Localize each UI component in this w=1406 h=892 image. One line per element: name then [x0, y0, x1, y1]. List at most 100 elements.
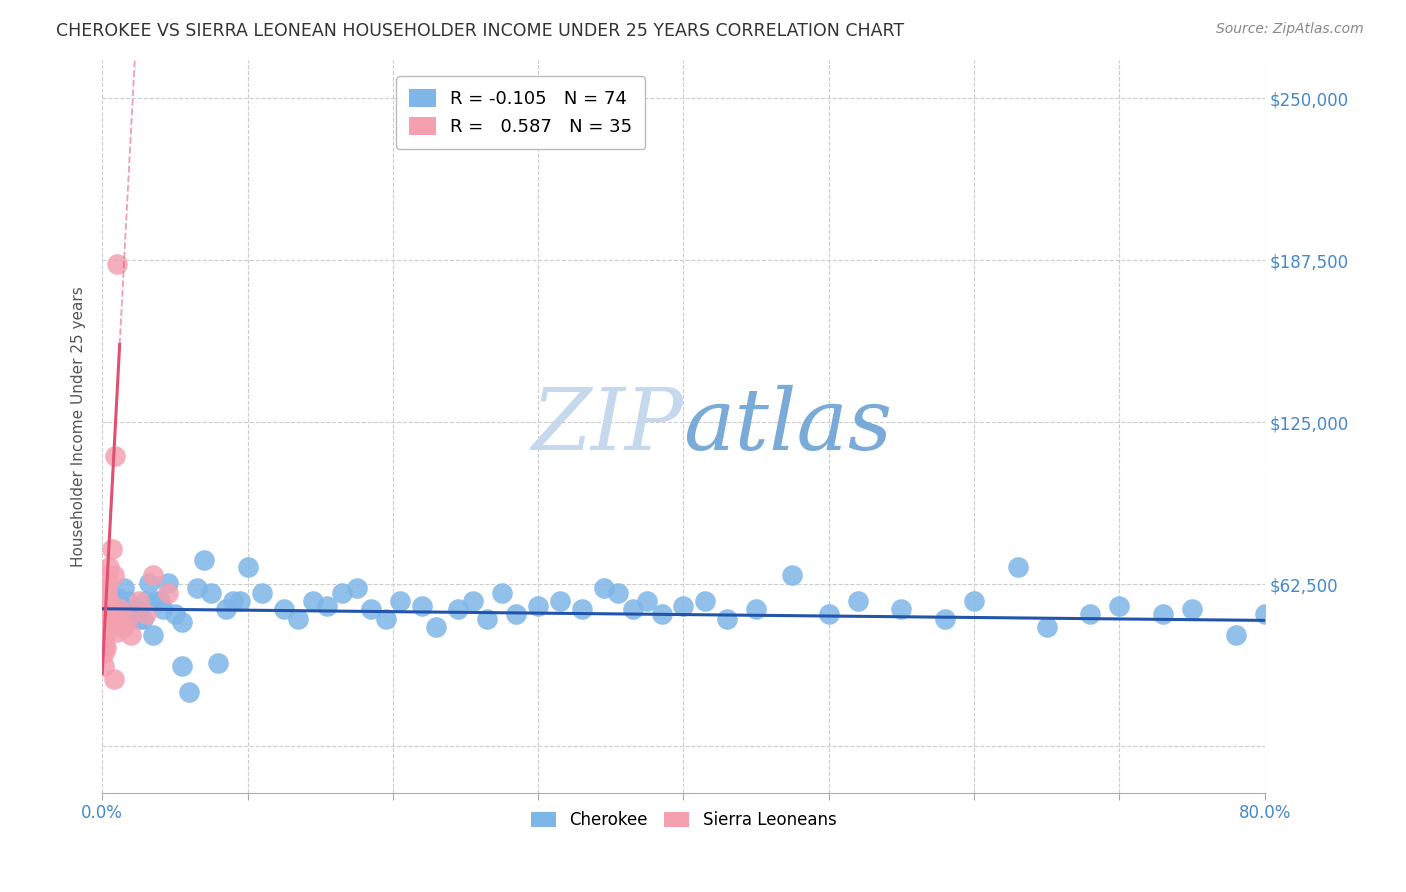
Point	[745, 601, 768, 615]
Point	[1254, 607, 1277, 621]
Point	[890, 601, 912, 615]
Point	[846, 594, 869, 608]
Point	[172, 658, 194, 673]
Point	[411, 599, 433, 614]
Point	[112, 620, 135, 634]
Point	[302, 594, 325, 608]
Point	[96, 601, 118, 615]
Point	[672, 599, 695, 614]
Point	[491, 586, 513, 600]
Point	[963, 594, 986, 608]
Point	[94, 640, 117, 655]
Point	[193, 552, 215, 566]
Point	[98, 560, 121, 574]
Text: CHEROKEE VS SIERRA LEONEAN HOUSEHOLDER INCOME UNDER 25 YEARS CORRELATION CHART: CHEROKEE VS SIERRA LEONEAN HOUSEHOLDER I…	[56, 22, 904, 40]
Point	[1078, 607, 1101, 621]
Point	[135, 594, 157, 608]
Point	[101, 612, 124, 626]
Point	[229, 594, 252, 608]
Point	[621, 601, 644, 615]
Point	[250, 586, 273, 600]
Point	[636, 594, 658, 608]
Point	[505, 607, 527, 621]
Point	[156, 586, 179, 600]
Point	[105, 257, 128, 271]
Point	[179, 684, 201, 698]
Point	[461, 594, 484, 608]
Point	[100, 601, 122, 615]
Point	[94, 638, 117, 652]
Point	[651, 607, 673, 621]
Point	[374, 612, 396, 626]
Point	[145, 594, 167, 608]
Point	[100, 607, 122, 621]
Point	[93, 632, 115, 647]
Point	[96, 581, 118, 595]
Point	[93, 607, 115, 621]
Point	[389, 594, 412, 608]
Point	[152, 601, 174, 615]
Point	[128, 594, 150, 608]
Point	[97, 594, 120, 608]
Point	[117, 612, 139, 626]
Legend: Cherokee, Sierra Leoneans: Cherokee, Sierra Leoneans	[524, 805, 844, 836]
Point	[215, 601, 238, 615]
Point	[287, 612, 309, 626]
Point	[105, 625, 128, 640]
Point	[186, 581, 208, 595]
Point	[346, 581, 368, 595]
Point	[108, 601, 131, 615]
Point	[110, 620, 132, 634]
Point	[222, 594, 245, 608]
Point	[548, 594, 571, 608]
Point	[200, 586, 222, 600]
Point	[104, 604, 127, 618]
Text: ZIP: ZIP	[531, 384, 683, 467]
Point	[782, 568, 804, 582]
Point	[163, 607, 186, 621]
Point	[103, 568, 125, 582]
Point	[97, 568, 120, 582]
Point	[138, 575, 160, 590]
Point	[330, 586, 353, 600]
Point	[527, 599, 550, 614]
Point	[132, 612, 155, 626]
Point	[124, 601, 146, 615]
Point	[93, 646, 115, 660]
Point	[94, 594, 117, 608]
Point	[107, 591, 129, 606]
Point	[120, 627, 142, 641]
Point	[360, 601, 382, 615]
Point	[425, 620, 447, 634]
Point	[93, 612, 115, 626]
Text: Source: ZipAtlas.com: Source: ZipAtlas.com	[1216, 22, 1364, 37]
Point	[112, 581, 135, 595]
Point	[817, 607, 839, 621]
Point	[142, 627, 165, 641]
Point	[1007, 560, 1029, 574]
Point	[94, 627, 117, 641]
Point	[1108, 599, 1130, 614]
Point	[135, 607, 157, 621]
Point	[1152, 607, 1174, 621]
Point	[273, 601, 295, 615]
Point	[236, 560, 259, 574]
Point	[94, 601, 117, 615]
Point	[96, 601, 118, 615]
Point	[93, 658, 115, 673]
Point	[592, 581, 614, 595]
Point	[207, 656, 229, 670]
Point	[149, 594, 172, 608]
Point	[120, 607, 142, 621]
Point	[1181, 601, 1204, 615]
Point	[716, 612, 738, 626]
Point	[142, 568, 165, 582]
Point	[101, 542, 124, 557]
Point	[1035, 620, 1057, 634]
Point	[316, 599, 339, 614]
Point	[117, 594, 139, 608]
Point	[128, 612, 150, 626]
Point	[1225, 627, 1247, 641]
Point	[934, 612, 956, 626]
Y-axis label: Householder Income Under 25 years: Householder Income Under 25 years	[72, 285, 86, 566]
